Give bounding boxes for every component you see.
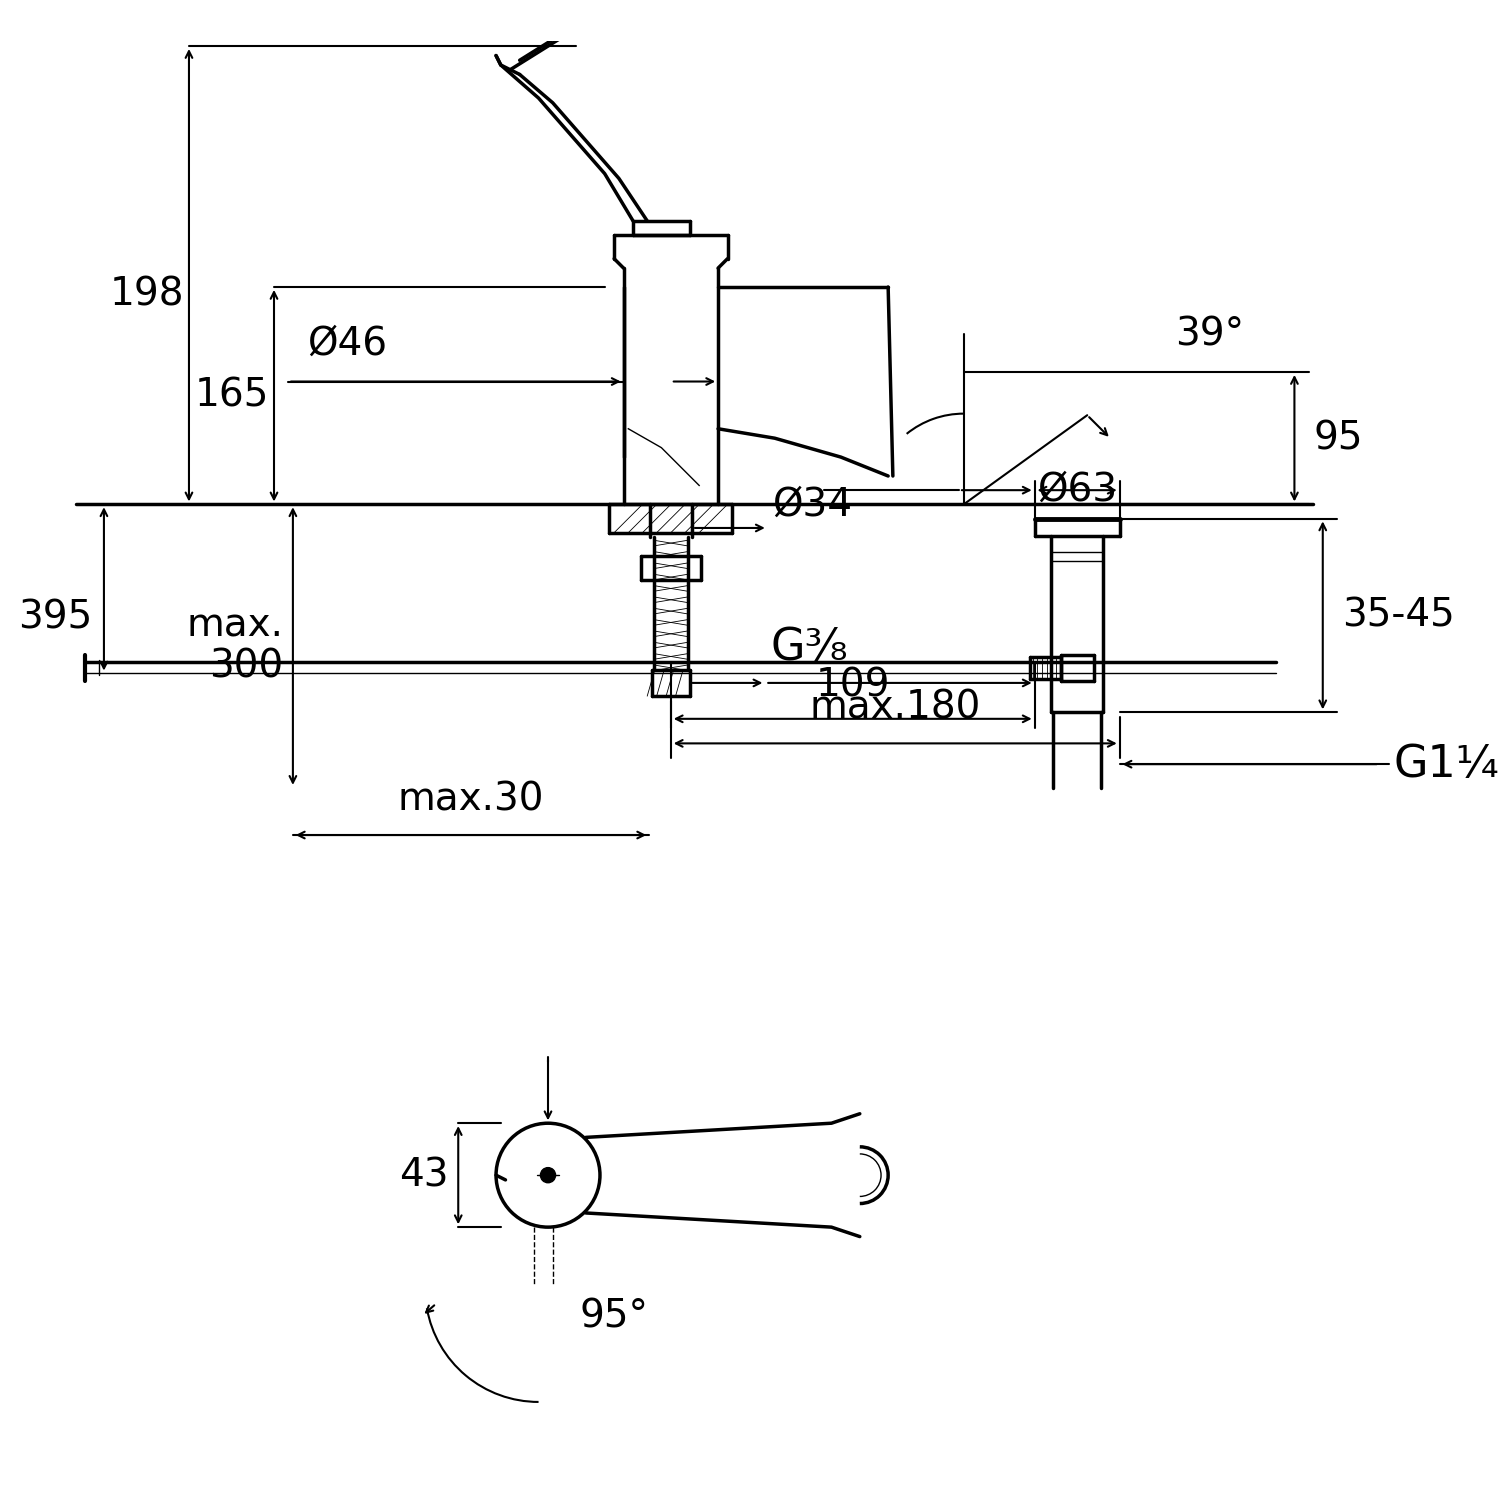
Text: 95°: 95°	[579, 1298, 648, 1336]
Text: 35-45: 35-45	[1341, 597, 1455, 634]
Text: 395: 395	[18, 598, 93, 636]
Text: 198: 198	[110, 274, 184, 314]
Text: max.180: max.180	[810, 688, 981, 726]
Text: 109: 109	[816, 666, 890, 705]
Text: max.30: max.30	[398, 780, 544, 818]
Text: G1¹⁄₄: G1¹⁄₄	[1394, 742, 1500, 786]
Text: max.
300: max. 300	[186, 606, 284, 686]
Text: 95: 95	[1314, 419, 1364, 458]
Text: 165: 165	[195, 376, 270, 414]
Text: 39°: 39°	[1174, 315, 1244, 354]
Text: 43: 43	[399, 1156, 448, 1194]
Circle shape	[540, 1167, 555, 1182]
Text: G³⁄₈: G³⁄₈	[770, 626, 847, 669]
Text: Ø46: Ø46	[308, 324, 387, 363]
Text: Ø34: Ø34	[772, 484, 852, 524]
Text: Ø63: Ø63	[1036, 471, 1118, 509]
